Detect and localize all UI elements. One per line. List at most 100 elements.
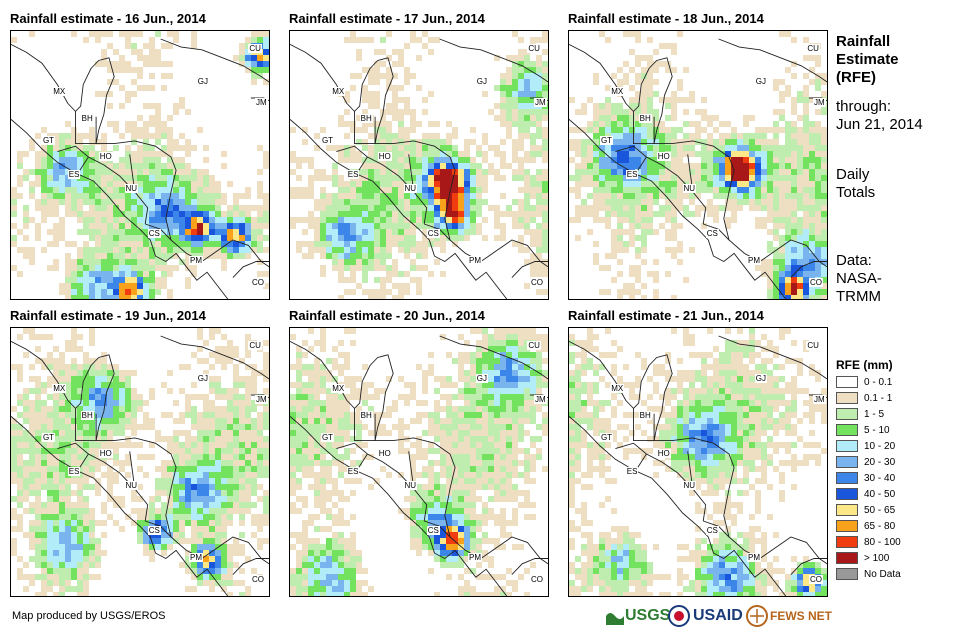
side-data: Data: NASA- TRMM: [836, 252, 882, 306]
country-label: GT: [41, 135, 56, 145]
legend-swatch: [836, 376, 858, 388]
country-label: ES: [625, 170, 639, 180]
fewsnet-globe-icon: [746, 605, 768, 627]
country-label: CU: [806, 44, 820, 54]
legend-label: 65 - 80: [864, 520, 896, 532]
country-label: JM: [534, 395, 547, 404]
country-label: GT: [599, 135, 614, 145]
country-label: JM: [813, 395, 826, 404]
country-label: CU: [248, 341, 262, 351]
country-label: PM: [468, 256, 483, 266]
legend-swatch: [836, 488, 858, 500]
rainfall-map-6: MX BH GT HO ES NU CS PM CO CU GJ JM: [568, 327, 828, 597]
side-title-line1: Rainfall: [836, 33, 891, 50]
panel-title-4: Rainfall estimate - 19 Jun., 2014: [10, 308, 206, 323]
legend-swatch: [836, 472, 858, 484]
legend-item: 20 - 30: [836, 456, 895, 468]
side-daily: Daily Totals: [836, 166, 875, 202]
legend-swatch: [836, 520, 858, 532]
legend-label: 10 - 20: [864, 440, 896, 452]
legend-swatch: [836, 552, 858, 564]
country-label: BH: [80, 114, 94, 124]
country-label: HO: [377, 448, 392, 458]
fewsnet-logo-text: FEWS NET: [770, 609, 832, 623]
country-label: CS: [147, 526, 161, 536]
legend-label: 0 - 0.1: [864, 376, 893, 388]
country-label: CO: [529, 277, 544, 287]
map-credit: Map produced by USGS/EROS: [12, 610, 166, 622]
side-daily-line2: Totals: [836, 184, 876, 201]
rainfall-grid: [569, 31, 827, 299]
country-label: CO: [250, 574, 265, 584]
side-data-line3: TRMM: [836, 288, 881, 305]
legend-item: 0.1 - 1: [836, 392, 892, 404]
rainfall-grid: [290, 328, 548, 596]
side-daily-line1: Daily: [836, 166, 870, 183]
country-label: JM: [255, 98, 268, 107]
legend-item: 50 - 65: [836, 504, 895, 516]
legend-swatch: [836, 408, 858, 420]
usaid-logo-text: USAID: [693, 607, 743, 624]
rainfall-grid: [569, 328, 827, 596]
country-label: CO: [529, 574, 544, 584]
legend-swatch: [836, 536, 858, 548]
country-label: CU: [527, 44, 541, 54]
rainfall-map-3: MX BH GT HO ES NU CS PM CO CU GJ JM: [568, 30, 828, 300]
legend-label: 40 - 50: [864, 488, 896, 500]
country-label: CS: [705, 526, 719, 536]
legend-item: No Data: [836, 568, 901, 580]
country-label: GT: [41, 432, 56, 442]
legend-item: 65 - 80: [836, 520, 895, 532]
country-label: HO: [656, 151, 671, 161]
country-label: HO: [98, 151, 113, 161]
side-data-line2: NASA-: [836, 270, 882, 287]
legend-label: 30 - 40: [864, 472, 896, 484]
rainfall-grid: [11, 31, 269, 299]
country-label: PM: [468, 553, 483, 563]
country-label: ES: [67, 170, 81, 180]
legend-swatch: [836, 456, 858, 468]
country-label: CS: [705, 229, 719, 239]
side-through: through: Jun 21, 2014: [836, 98, 923, 134]
country-label: JM: [255, 395, 268, 404]
legend-label: 20 - 30: [864, 456, 896, 468]
usaid-seal-icon: [668, 605, 690, 627]
legend-swatch: [836, 424, 858, 436]
legend-label: 50 - 65: [864, 504, 896, 516]
legend-label: 5 - 10: [864, 424, 890, 436]
country-label: HO: [656, 448, 671, 458]
country-label: NU: [682, 480, 697, 490]
panel-title-3: Rainfall estimate - 18 Jun., 2014: [568, 11, 764, 26]
country-label: GJ: [196, 373, 209, 383]
legend-item: > 100: [836, 552, 889, 564]
country-label: BH: [80, 411, 94, 421]
country-label: PM: [747, 256, 762, 266]
legend-label: > 100: [864, 552, 890, 564]
country-label: CO: [808, 574, 823, 584]
usaid-logo: USAID: [668, 603, 743, 629]
rainfall-grid: [11, 328, 269, 596]
country-label: PM: [747, 553, 762, 563]
legend-item: 30 - 40: [836, 472, 895, 484]
country-label: GJ: [754, 373, 767, 383]
side-through-line1: through:: [836, 98, 892, 115]
country-label: NU: [682, 183, 697, 193]
rainfall-map-5: MX BH GT HO ES NU CS PM CO CU GJ JM: [289, 327, 549, 597]
country-label: CS: [147, 229, 161, 239]
legend-item: 10 - 20: [836, 440, 895, 452]
country-label: GT: [599, 432, 614, 442]
country-label: BH: [638, 411, 652, 421]
country-label: GT: [320, 432, 335, 442]
country-label: CU: [527, 341, 541, 351]
country-label: HO: [98, 448, 113, 458]
legend-item: 5 - 10: [836, 424, 890, 436]
country-label: MX: [610, 87, 625, 97]
country-label: CS: [426, 526, 440, 536]
legend-item: 0 - 0.1: [836, 376, 892, 388]
country-label: CU: [806, 341, 820, 351]
legend-item: 1 - 5: [836, 408, 884, 420]
usgs-logo-text: USGS: [625, 607, 671, 624]
country-label: ES: [67, 467, 81, 477]
legend-swatch: [836, 392, 858, 404]
legend-swatch: [836, 504, 858, 516]
